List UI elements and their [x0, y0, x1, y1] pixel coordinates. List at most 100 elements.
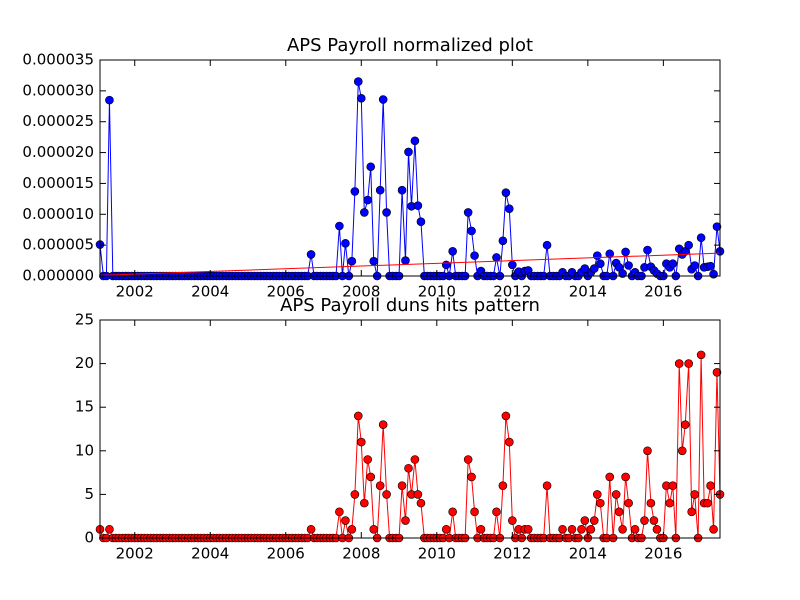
- data-point: [356, 437, 366, 447]
- data-point: [621, 472, 630, 482]
- data-point: [353, 411, 363, 421]
- x-tick-label: 2010: [418, 283, 456, 301]
- data-point: [596, 259, 605, 268]
- data-point: [347, 524, 357, 534]
- data-point: [498, 481, 508, 490]
- data-point: [397, 185, 407, 195]
- data-point: [404, 463, 413, 473]
- plot-area: [95, 350, 725, 543]
- data-point: [696, 233, 706, 243]
- data-point: [624, 498, 633, 508]
- y-tick-label: 0.000010: [22, 205, 94, 223]
- data-point: [467, 472, 476, 482]
- data-point: [580, 516, 590, 525]
- data-point: [614, 507, 624, 517]
- data-point: [353, 77, 363, 86]
- data-point: [382, 208, 391, 217]
- data-point: [709, 269, 718, 279]
- data-point: [306, 524, 316, 534]
- data-point: [335, 507, 344, 517]
- y-tick-label: 5: [84, 485, 94, 503]
- x-tick-label: 2016: [644, 545, 682, 563]
- data-point: [470, 507, 479, 517]
- data-point: [467, 226, 476, 236]
- data-point: [441, 260, 451, 270]
- data-point: [105, 524, 114, 534]
- data-point: [577, 524, 586, 534]
- data-point: [505, 204, 514, 214]
- data-point: [360, 208, 369, 217]
- data-point: [416, 217, 426, 226]
- data-point: [363, 455, 373, 464]
- data-point: [684, 359, 693, 368]
- data-point: [463, 455, 473, 464]
- data-point: [640, 516, 649, 525]
- data-point: [375, 185, 385, 195]
- data-point: [712, 222, 722, 231]
- y-tick-label: 0.000005: [22, 236, 94, 254]
- x-tick-label: 2004: [191, 283, 229, 301]
- data-point: [706, 481, 715, 490]
- x-tick-label: 2014: [569, 283, 607, 301]
- data-point: [709, 524, 718, 534]
- data-point: [363, 195, 373, 205]
- data-point: [706, 261, 715, 271]
- y-tick-label: 0.000025: [22, 112, 94, 130]
- y-tick-label: 15: [75, 398, 94, 416]
- data-point: [611, 490, 621, 499]
- data-point: [618, 524, 627, 534]
- y-tick-label: 0.000000: [22, 267, 94, 285]
- data-point: [463, 208, 473, 217]
- x-tick-label: 2002: [116, 283, 154, 301]
- data-point: [416, 498, 426, 508]
- data-point: [690, 490, 700, 499]
- data-point: [441, 524, 451, 534]
- data-point: [410, 455, 420, 464]
- data-point: [397, 481, 407, 490]
- data-point: [605, 249, 615, 259]
- axes-frame: [99, 319, 721, 539]
- y-tick-label: 0.000020: [22, 143, 94, 161]
- data-point: [567, 524, 577, 534]
- data-point: [630, 524, 640, 534]
- data-point: [347, 256, 357, 266]
- data-point: [690, 261, 700, 270]
- data-point: [542, 240, 552, 250]
- data-point: [586, 524, 596, 534]
- data-point: [668, 481, 678, 490]
- data-point: [492, 253, 501, 262]
- data-point: [712, 368, 722, 377]
- data-point: [703, 498, 712, 508]
- x-tick-label: 2006: [267, 283, 305, 301]
- data-point: [448, 247, 457, 256]
- data-point: [375, 481, 385, 490]
- data-point: [592, 490, 602, 499]
- data-point: [378, 95, 388, 104]
- data-point: [505, 437, 514, 447]
- data-point: [589, 516, 599, 525]
- x-tick-label: 2010: [418, 545, 456, 563]
- data-point: [498, 236, 508, 246]
- data-point: [356, 93, 366, 103]
- data-point: [643, 446, 652, 456]
- data-point: [501, 188, 511, 197]
- data-point: [401, 516, 410, 525]
- data-point: [341, 238, 350, 248]
- data-point: [360, 498, 369, 508]
- data-point: [677, 446, 687, 456]
- series-line: [99, 81, 721, 278]
- subplot: APS Payroll duns hits pattern 0 5 10 15 20 25 2…: [75, 295, 725, 563]
- x-tick-label: 2014: [569, 545, 607, 563]
- x-tick-label: 2002: [116, 545, 154, 563]
- x-tick-label: 2004: [191, 545, 229, 563]
- data-point: [558, 524, 567, 534]
- subplot: APS Payroll normalized plot 0.000000 0.000…: [22, 35, 725, 301]
- data-point: [596, 498, 605, 508]
- data-point: [687, 507, 696, 517]
- data-point: [350, 490, 360, 499]
- axes-frame: [99, 59, 721, 277]
- y-tick-label: 0.000030: [22, 81, 94, 99]
- data-point: [665, 498, 675, 508]
- x-tick-label: 2006: [267, 545, 305, 563]
